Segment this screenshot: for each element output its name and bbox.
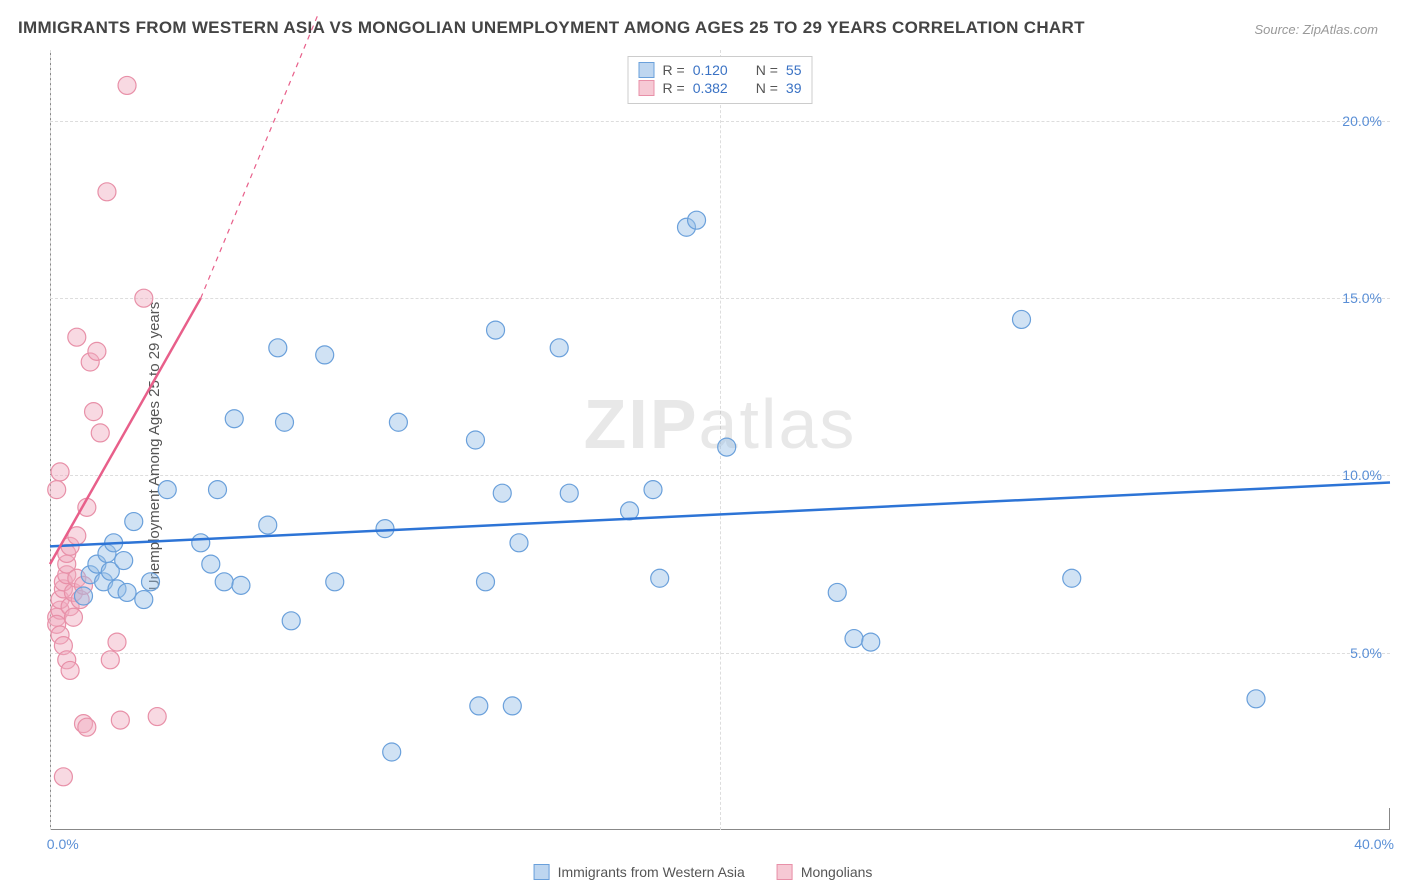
scatter-point-blue — [477, 573, 495, 591]
scatter-point-blue — [550, 339, 568, 357]
scatter-point-blue — [862, 633, 880, 651]
scatter-point-blue — [510, 534, 528, 552]
scatter-point-pink — [101, 651, 119, 669]
scatter-point-blue — [125, 513, 143, 531]
x-tick-label: 40.0% — [1354, 836, 1394, 852]
scatter-point-pink — [85, 403, 103, 421]
scatter-point-blue — [326, 573, 344, 591]
scatter-point-blue — [466, 431, 484, 449]
scatter-point-blue — [232, 576, 250, 594]
scatter-point-blue — [115, 552, 133, 570]
legend-item-blue: Immigrants from Western Asia — [534, 864, 745, 880]
scatter-point-blue — [383, 743, 401, 761]
r-label: R = — [663, 62, 685, 78]
scatter-svg — [50, 50, 1390, 830]
swatch-blue-icon — [534, 864, 550, 880]
swatch-pink-icon — [639, 80, 655, 96]
scatter-point-blue — [209, 481, 227, 499]
scatter-point-pink — [118, 76, 136, 94]
trendline-pink-dashed — [201, 15, 318, 299]
chart-title: IMMIGRANTS FROM WESTERN ASIA VS MONGOLIA… — [18, 18, 1085, 38]
scatter-point-blue — [688, 211, 706, 229]
scatter-point-blue — [118, 583, 136, 601]
scatter-point-blue — [282, 612, 300, 630]
scatter-point-pink — [98, 183, 116, 201]
scatter-point-blue — [389, 413, 407, 431]
scatter-point-blue — [276, 413, 294, 431]
scatter-point-blue — [503, 697, 521, 715]
plot-area: 5.0%10.0%15.0%20.0% 0.0%40.0% ZIPatlas R… — [50, 50, 1390, 830]
scatter-point-blue — [560, 484, 578, 502]
scatter-point-blue — [269, 339, 287, 357]
scatter-point-blue — [644, 481, 662, 499]
scatter-point-blue — [845, 630, 863, 648]
n-value-pink: 39 — [786, 80, 802, 96]
scatter-point-pink — [64, 608, 82, 626]
scatter-point-blue — [75, 587, 93, 605]
stat-legend: R = 0.120 N = 55 R = 0.382 N = 39 — [628, 56, 813, 104]
stat-row-blue: R = 0.120 N = 55 — [639, 61, 802, 79]
scatter-point-pink — [48, 481, 66, 499]
scatter-point-blue — [192, 534, 210, 552]
scatter-point-blue — [225, 410, 243, 428]
scatter-point-pink — [135, 289, 153, 307]
scatter-point-blue — [259, 516, 277, 534]
legend-label-pink: Mongolians — [801, 864, 873, 880]
scatter-point-blue — [1063, 569, 1081, 587]
scatter-point-blue — [828, 583, 846, 601]
scatter-point-pink — [68, 328, 86, 346]
scatter-point-pink — [54, 768, 72, 786]
scatter-point-blue — [135, 591, 153, 609]
source-attribution: Source: ZipAtlas.com — [1254, 22, 1378, 37]
scatter-point-blue — [493, 484, 511, 502]
scatter-point-blue — [621, 502, 639, 520]
scatter-point-blue — [487, 321, 505, 339]
legend-item-pink: Mongolians — [777, 864, 873, 880]
scatter-point-pink — [51, 463, 69, 481]
scatter-point-pink — [61, 661, 79, 679]
scatter-point-pink — [88, 342, 106, 360]
r-value-blue: 0.120 — [693, 62, 728, 78]
scatter-point-pink — [91, 424, 109, 442]
scatter-point-blue — [376, 520, 394, 538]
legend-label-blue: Immigrants from Western Asia — [558, 864, 745, 880]
x-tick-label: 0.0% — [47, 836, 79, 852]
n-value-blue: 55 — [786, 62, 802, 78]
swatch-pink-icon — [777, 864, 793, 880]
scatter-point-blue — [316, 346, 334, 364]
scatter-point-pink — [78, 718, 96, 736]
scatter-point-pink — [111, 711, 129, 729]
scatter-point-blue — [1247, 690, 1265, 708]
n-label: N = — [756, 80, 778, 96]
scatter-point-blue — [142, 573, 160, 591]
scatter-point-blue — [718, 438, 736, 456]
scatter-point-blue — [470, 697, 488, 715]
swatch-blue-icon — [639, 62, 655, 78]
scatter-point-blue — [158, 481, 176, 499]
bottom-legend: Immigrants from Western Asia Mongolians — [534, 864, 873, 880]
scatter-point-blue — [202, 555, 220, 573]
scatter-point-blue — [1013, 310, 1031, 328]
scatter-point-blue — [215, 573, 233, 591]
n-label: N = — [756, 62, 778, 78]
stat-row-pink: R = 0.382 N = 39 — [639, 79, 802, 97]
trendline-blue — [50, 483, 1390, 547]
r-label: R = — [663, 80, 685, 96]
r-value-pink: 0.382 — [693, 80, 728, 96]
scatter-point-pink — [148, 708, 166, 726]
scatter-point-blue — [651, 569, 669, 587]
scatter-point-pink — [108, 633, 126, 651]
